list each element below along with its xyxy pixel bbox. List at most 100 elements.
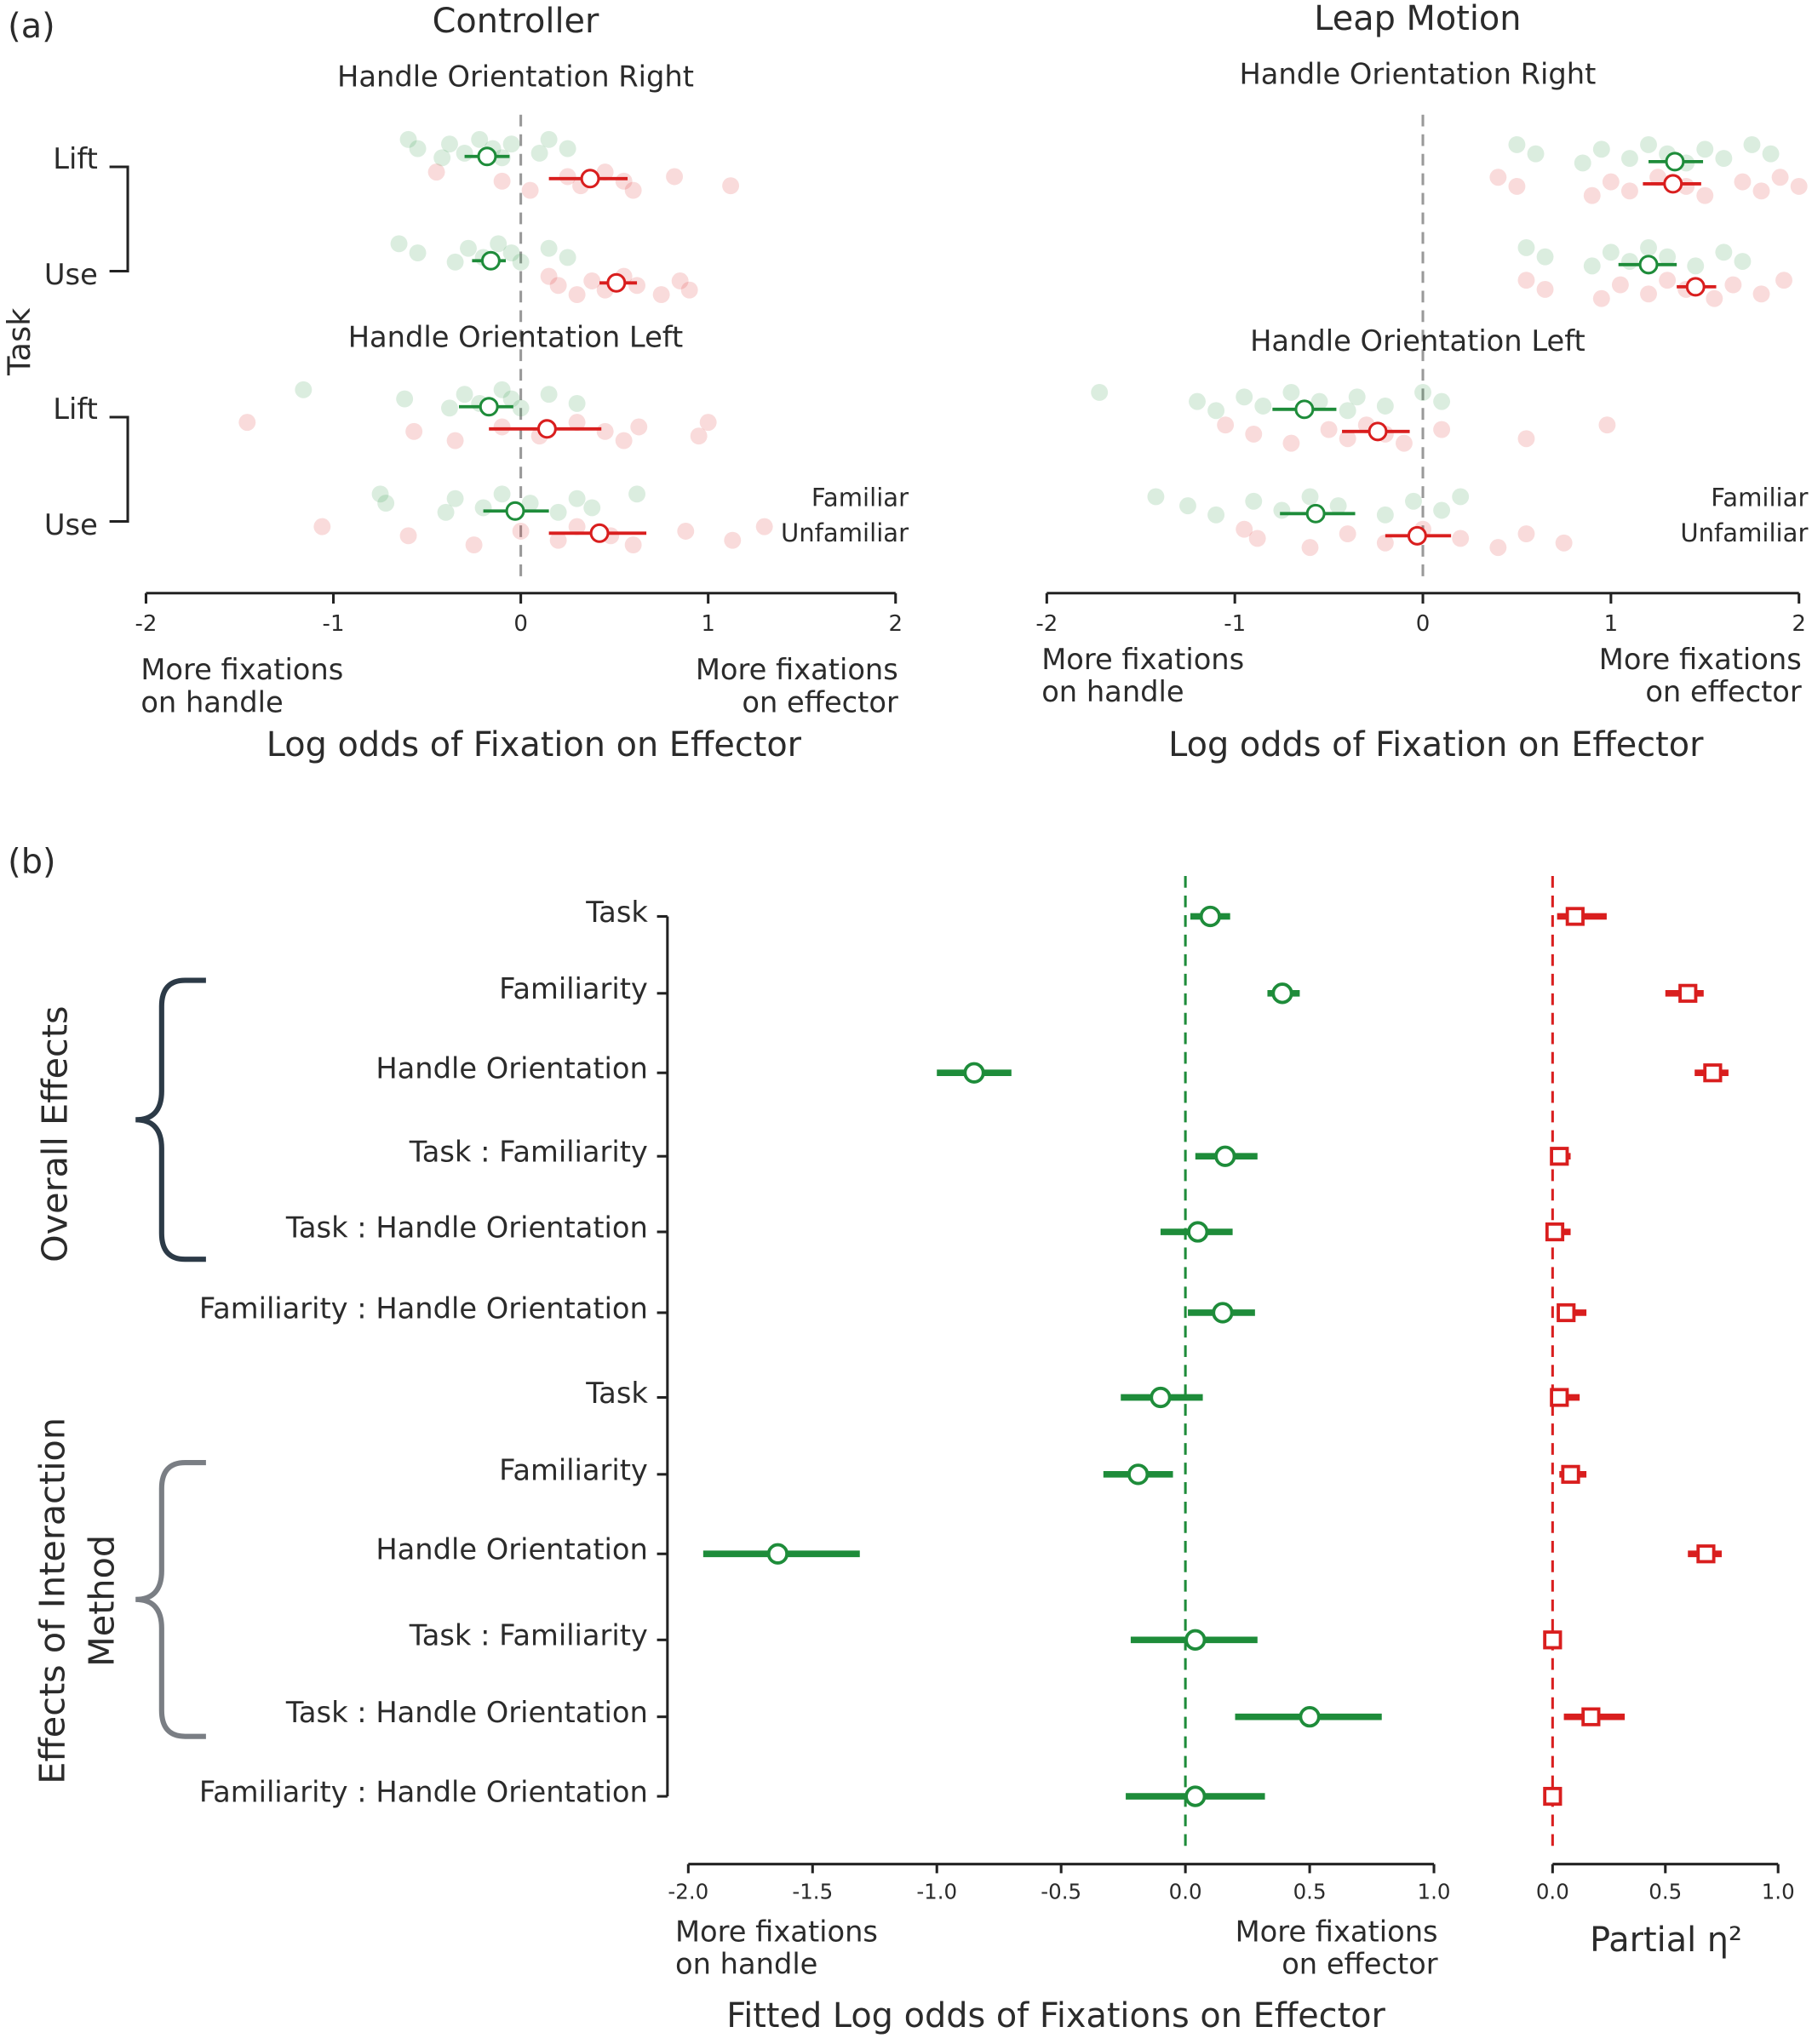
data-point bbox=[530, 144, 548, 162]
data-point bbox=[568, 414, 586, 432]
data-point bbox=[512, 399, 530, 417]
data-point bbox=[583, 499, 601, 517]
x-tick-label: 2 bbox=[888, 611, 903, 637]
data-point bbox=[1245, 492, 1263, 510]
x-note-left: on handle bbox=[140, 685, 283, 719]
data-point bbox=[1640, 285, 1657, 303]
data-point bbox=[1659, 248, 1677, 266]
chart-title: Controller bbox=[433, 2, 599, 41]
data-point bbox=[1273, 501, 1291, 519]
legend-label: Familiar bbox=[811, 483, 909, 512]
data-point bbox=[583, 272, 601, 289]
eta-x-tick-label: 0.5 bbox=[1649, 1879, 1682, 1904]
category-label: Task bbox=[585, 1377, 648, 1410]
data-point bbox=[1734, 173, 1752, 191]
data-point bbox=[755, 518, 773, 535]
data-point bbox=[540, 239, 558, 257]
data-point bbox=[512, 523, 530, 540]
task-label: Lift bbox=[53, 142, 98, 175]
data-point bbox=[1508, 136, 1526, 153]
mean-marker bbox=[477, 146, 497, 167]
data-point bbox=[1583, 257, 1601, 275]
x-axis-label: Fitted Log odds of Fixations on Effector bbox=[726, 1996, 1385, 2035]
data-point bbox=[490, 235, 507, 253]
eta-marker bbox=[1561, 1464, 1580, 1484]
data-point bbox=[1771, 169, 1789, 186]
x-note-right: on effector bbox=[1282, 1948, 1438, 1981]
data-point bbox=[409, 244, 427, 262]
panel-label: (b) bbox=[8, 843, 55, 882]
data-point bbox=[502, 135, 520, 153]
data-point bbox=[1517, 430, 1535, 448]
data-point bbox=[1405, 492, 1422, 510]
group-label: Method bbox=[81, 1535, 122, 1667]
data-point bbox=[1598, 416, 1616, 434]
x-note-right: on effector bbox=[742, 685, 898, 719]
data-point bbox=[1310, 392, 1328, 410]
data-point bbox=[446, 490, 464, 507]
data-point bbox=[724, 531, 742, 549]
data-point bbox=[1620, 182, 1638, 200]
mean-marker bbox=[1407, 525, 1427, 546]
data-point bbox=[471, 130, 489, 148]
eta-marker bbox=[1550, 1388, 1569, 1407]
data-point bbox=[409, 140, 427, 157]
data-point bbox=[399, 527, 417, 545]
data-point bbox=[1217, 416, 1235, 434]
mean-marker bbox=[505, 501, 525, 521]
x-tick-label: -2 bbox=[135, 611, 157, 637]
data-point bbox=[1640, 136, 1657, 153]
mean-marker bbox=[580, 169, 600, 189]
data-point bbox=[456, 386, 473, 404]
panel-title: Handle Orientation Right bbox=[337, 60, 694, 93]
data-point bbox=[690, 427, 708, 445]
data-point bbox=[1433, 501, 1451, 519]
data-point bbox=[460, 239, 477, 257]
data-point bbox=[630, 418, 648, 436]
data-point bbox=[1574, 154, 1591, 172]
estimate-marker bbox=[963, 1062, 985, 1084]
mean-marker bbox=[1685, 277, 1706, 297]
data-point bbox=[1489, 539, 1507, 557]
data-point bbox=[1715, 243, 1733, 261]
data-point bbox=[474, 499, 492, 517]
data-point bbox=[540, 386, 558, 404]
data-point bbox=[1517, 525, 1535, 542]
data-point bbox=[652, 286, 670, 304]
data-point bbox=[1696, 140, 1714, 158]
data-point bbox=[1254, 398, 1272, 415]
data-point bbox=[1640, 238, 1657, 256]
data-point bbox=[1452, 530, 1470, 547]
data-point bbox=[568, 518, 586, 535]
data-point bbox=[1611, 276, 1629, 294]
data-point bbox=[628, 485, 646, 503]
data-point bbox=[238, 414, 256, 432]
data-point bbox=[493, 418, 511, 436]
data-point bbox=[1091, 383, 1109, 401]
data-point bbox=[1659, 272, 1677, 289]
x-axis-label: Log odds of Fixation on Effector bbox=[1168, 725, 1704, 764]
eta-marker bbox=[1696, 1544, 1716, 1564]
data-point bbox=[596, 163, 614, 181]
bracket bbox=[109, 415, 129, 524]
eta-marker bbox=[1545, 1222, 1565, 1242]
data-point bbox=[390, 235, 408, 253]
estimate-marker bbox=[1184, 1629, 1207, 1651]
data-point bbox=[1301, 539, 1319, 557]
x-tick-label: -0.5 bbox=[1041, 1879, 1081, 1904]
data-point bbox=[446, 253, 464, 271]
x-tick-label: -2.0 bbox=[668, 1879, 708, 1904]
data-point bbox=[596, 422, 614, 440]
data-point bbox=[502, 390, 520, 408]
estimate-marker bbox=[1214, 1145, 1236, 1167]
estimate-marker bbox=[1299, 1706, 1321, 1728]
data-point bbox=[433, 149, 451, 167]
data-point bbox=[549, 277, 567, 295]
x-note-left: More fixations bbox=[1041, 643, 1244, 676]
category-label: Familiarity bbox=[499, 972, 648, 1005]
data-point bbox=[568, 490, 586, 507]
x-tick-label: 1 bbox=[1604, 611, 1619, 637]
mean-marker bbox=[1294, 399, 1315, 420]
x-tick-label: -2 bbox=[1035, 611, 1058, 637]
data-point bbox=[1339, 525, 1356, 542]
